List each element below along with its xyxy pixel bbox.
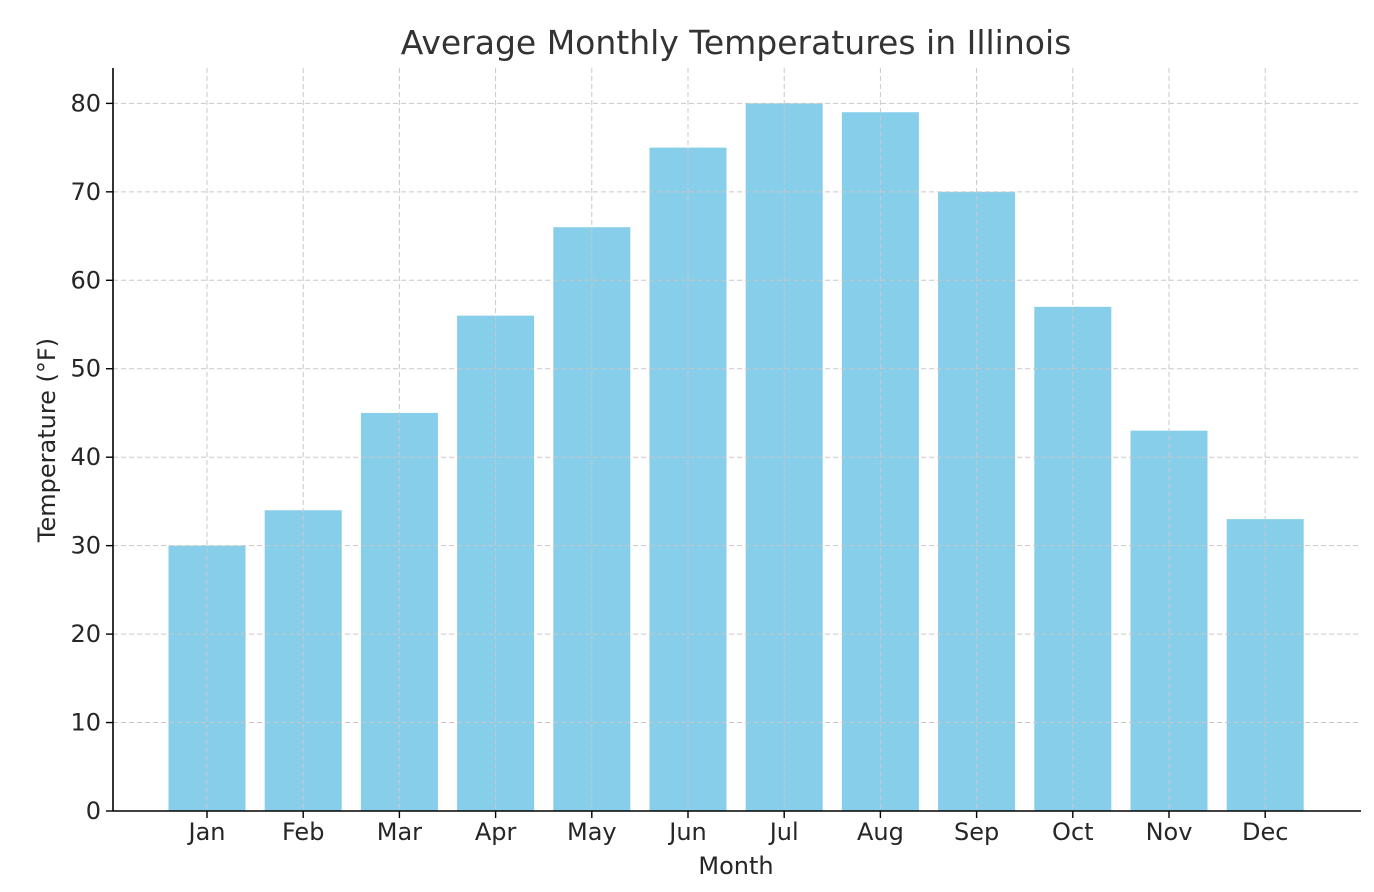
x-tick-label: Jul (768, 818, 799, 846)
x-tick-label: Feb (282, 818, 325, 846)
y-axis-label: Temperature (°F) (33, 338, 61, 543)
x-tick-label: Jun (667, 818, 707, 846)
x-tick-label: May (567, 818, 617, 846)
x-tick-label: Aug (857, 818, 904, 846)
y-tick-label: 80 (70, 89, 101, 117)
y-tick-label: 30 (70, 532, 101, 560)
x-tick-label: Apr (475, 818, 517, 846)
y-tick-label: 20 (70, 620, 101, 648)
x-axis-label: Month (698, 852, 773, 880)
x-tick-label: Oct (1052, 818, 1094, 846)
y-tick-label: 70 (70, 178, 101, 206)
x-tick-label: Jan (187, 818, 226, 846)
y-tick-label: 50 (70, 355, 101, 383)
y-tick-label: 40 (70, 443, 101, 471)
x-tick-label: Mar (377, 818, 422, 846)
y-axis-ticks: 0 10 20 30 40 50 60 70 80 (70, 89, 113, 825)
chart-title: Average Monthly Temperatures in Illinois (401, 23, 1072, 62)
y-tick-label: 60 (70, 266, 101, 294)
y-tick-label: 10 (70, 709, 101, 737)
x-tick-label: Dec (1242, 818, 1288, 846)
y-tick-label: 0 (86, 797, 101, 825)
x-tick-label: Nov (1146, 818, 1193, 846)
x-axis-ticks: Jan Feb Mar Apr May Jun Jul Aug Sep Oct Nov Dec (187, 811, 1288, 846)
x-tick-label: Sep (954, 818, 999, 846)
